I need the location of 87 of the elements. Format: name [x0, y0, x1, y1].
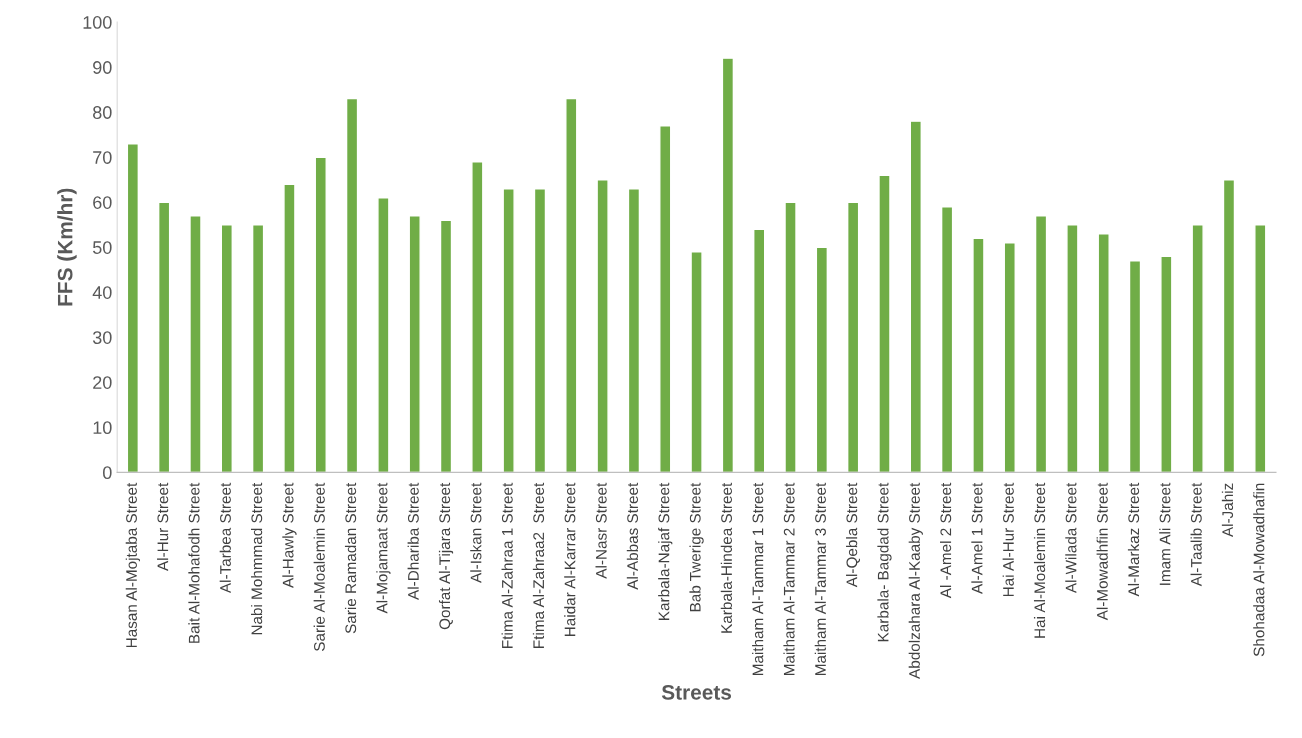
bar [157, 201, 171, 473]
bar [1003, 242, 1016, 473]
x-tick-label: Al-Markaz Street [1127, 482, 1140, 597]
bar [1066, 224, 1079, 473]
bar [1222, 179, 1236, 473]
y-tick-label: 50 [92, 241, 112, 254]
x-tick-label: Sarie Al-Moalemin Street [313, 482, 325, 652]
x-tick-label: Ftima Al-Zahraa 1 Street [501, 482, 513, 648]
x-tick-label: Bait Al-Mohafodh Street [188, 482, 200, 643]
bar [753, 228, 766, 473]
bar [1097, 233, 1110, 473]
bar [283, 183, 296, 473]
x-tick-label: Hasan Al-Mojtaba Street [125, 482, 140, 648]
bar [471, 161, 484, 473]
x-tick-label: Al-Wilada Street [1065, 482, 1077, 594]
x-tick-label: Al-Qebla Street [846, 482, 860, 588]
x-tick-label: Nabi Mohmmad Street [250, 482, 263, 635]
x-tick-label: Qorfat Al-Tijara Street [438, 482, 454, 630]
bar [189, 215, 202, 473]
bar [502, 188, 515, 473]
bar [533, 188, 547, 473]
bar [596, 179, 609, 473]
x-tick-label: Abdolzahara Al-Kaaby Street [908, 482, 923, 679]
x-tick-label: Al-Hawly Street [282, 482, 297, 588]
x-tick-label: Al-Hur Street [157, 482, 169, 571]
bar [565, 97, 578, 473]
y-tick-label: 60 [93, 196, 112, 209]
bar [345, 97, 359, 473]
bar [627, 188, 641, 473]
x-tick-label: Al-Mojamaat Street [376, 482, 391, 614]
x-axis-title: Streets [661, 685, 732, 700]
x-tick-label: Shohadaa Al-Mowadhafin [1253, 483, 1265, 657]
bar [1160, 255, 1173, 473]
x-tick-label: Maitham Al-Tammar 3 Street [814, 482, 826, 676]
bar [377, 197, 390, 473]
y-tick-label: 30 [92, 331, 112, 344]
y-tick-label: 10 [93, 421, 112, 435]
x-tick-label: Al-Abbas Street [626, 482, 639, 590]
x-tick-label: Haidar Al-Karrar Street [564, 482, 576, 637]
bar [909, 120, 922, 473]
x-tick-label: Al-Dhariba Street [407, 482, 419, 600]
bar [408, 215, 421, 473]
bar [220, 224, 233, 473]
y-tick-label: 40 [92, 286, 112, 299]
x-tick-label: Karbala-Najaf Street [658, 482, 673, 620]
x-tick-label: Maitham Al-Tammar 1 Street [752, 482, 764, 676]
x-tick-label: Al-Nasr Street [595, 482, 607, 579]
y-tick-label: 20 [93, 376, 112, 389]
bar [439, 219, 453, 473]
x-tick-label: Hai Al-Moalemin Street [1033, 482, 1046, 638]
x-tick-label: Imam Ali Street [1159, 482, 1171, 585]
y-tick-label: 100 [83, 16, 112, 29]
bar [1034, 215, 1048, 473]
bar [1254, 224, 1267, 473]
y-tick-label: 70 [93, 151, 112, 164]
bar [690, 251, 703, 473]
x-tick-label: Karbala-Hindea Street [720, 482, 732, 633]
bar [878, 174, 891, 473]
bar [251, 224, 265, 473]
bar [1191, 224, 1204, 473]
bar [940, 206, 954, 473]
x-tick-label: Al-Iskan Street [470, 482, 482, 583]
bar [846, 201, 860, 473]
x-tick-label: Al-Taalib Street [1190, 482, 1202, 587]
bar [784, 201, 797, 473]
bar [815, 246, 829, 473]
bar [126, 142, 140, 473]
x-tick-label: Al-Amel 1 Street [971, 482, 983, 594]
x-tick-label: Al -Amel 2 Street [940, 482, 952, 599]
x-tick-label: Bab Twerige Street [689, 482, 704, 612]
bar [314, 156, 327, 473]
x-tick-label: Hai Al-Hur Street [1002, 482, 1014, 597]
x-tick-label: Al-Jahiz [1221, 483, 1234, 538]
y-tick-label: 0 [102, 466, 112, 480]
y-axis-title: FFS (Km/hr) [57, 188, 77, 306]
bar [659, 124, 672, 473]
x-tick-label: Al-Mowadhfin Street [1096, 482, 1108, 621]
bar [1128, 260, 1142, 473]
x-tick-label: Karbala- Bagdad Street [877, 482, 892, 642]
bar [972, 237, 985, 473]
x-tick-label: Al-Tarbea Street [219, 482, 231, 594]
y-tick-label: 80 [93, 106, 112, 119]
x-tick-label: Maitham Al-Tammar 2 Street [783, 482, 795, 676]
x-tick-label: Sarie Ramadan Street [344, 482, 357, 634]
y-tick-label: 90 [93, 61, 112, 74]
x-tick-label: Ftima Al-Zahraa2 Street [532, 482, 545, 648]
bar [721, 57, 735, 473]
